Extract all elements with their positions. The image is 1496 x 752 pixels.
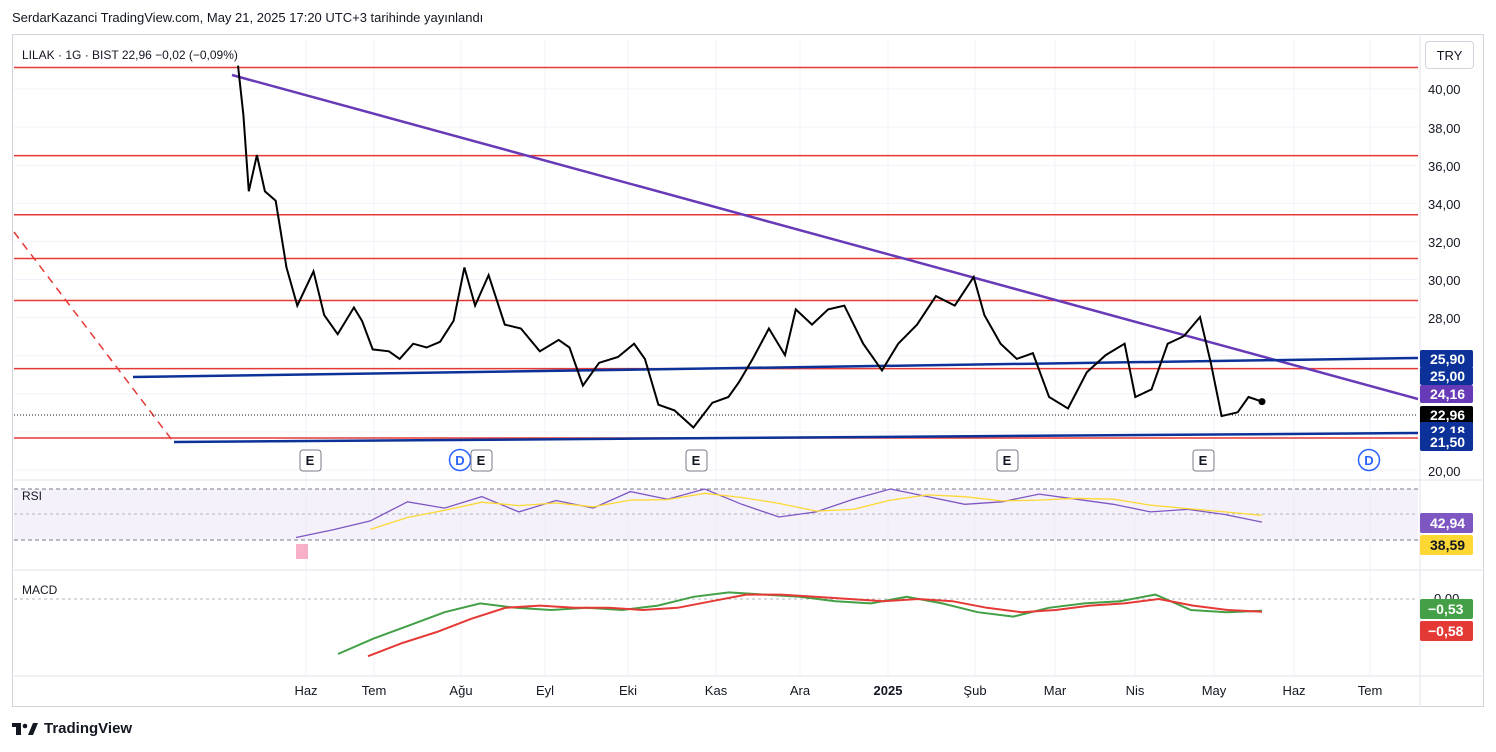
- price-tick-0: 40,00: [1428, 82, 1461, 97]
- time-tick-12: Haz: [1282, 683, 1305, 698]
- price-label-bg-3: [1420, 406, 1473, 424]
- macd-label-1: −0,58: [1428, 623, 1464, 639]
- time-tick-1: Tem: [362, 683, 387, 698]
- tradingview-logo-text: TradingView: [44, 720, 133, 737]
- price-label-bg-1: [1420, 367, 1473, 385]
- earnings-marker-2[interactable]: [470, 449, 493, 472]
- time-tick-13: Tem: [1358, 683, 1383, 698]
- time-tick-8: Şub: [963, 683, 986, 698]
- price-tick-2: 36,00: [1428, 159, 1461, 174]
- time-tick-5: Kas: [705, 683, 728, 698]
- price-label-1: 25,00: [1430, 368, 1465, 384]
- rsi-oversold-fill: [296, 544, 308, 559]
- price-label-0: 25,90: [1430, 351, 1465, 367]
- earnings-marker-3[interactable]: [685, 449, 708, 472]
- rsi-label-0: 42,94: [1430, 515, 1465, 531]
- last-price-dot: [1258, 398, 1266, 406]
- price-label-2: 24,16: [1430, 386, 1465, 402]
- marker-label-3: E: [692, 453, 701, 468]
- time-tick-4: Eki: [619, 683, 637, 698]
- macd-label-bg-0: [1420, 599, 1473, 619]
- rsi-label-bg-1: [1420, 535, 1473, 555]
- time-tick-0: Haz: [294, 683, 317, 698]
- marker-label-1: D: [455, 453, 464, 468]
- price-label-3: 22,96: [1430, 407, 1465, 423]
- earnings-marker-0[interactable]: [299, 449, 322, 472]
- price-label-bg-2: [1420, 385, 1473, 403]
- price-label-bg-5: [1420, 433, 1473, 451]
- time-tick-10: Nis: [1126, 683, 1145, 698]
- earnings-marker-4[interactable]: [996, 449, 1019, 472]
- time-tick-3: Eyl: [536, 683, 554, 698]
- dividend-marker-6[interactable]: [1357, 448, 1381, 472]
- upper-channel-line: [132, 356, 1419, 379]
- time-tick-6: Ara: [790, 683, 811, 698]
- rsi-line: [295, 488, 1263, 539]
- tradingview-logo[interactable]: TradingView: [12, 720, 132, 737]
- price-tick-3: 34,00: [1428, 197, 1461, 212]
- rsi-title: RSI: [22, 489, 42, 503]
- macd-title: MACD: [22, 583, 58, 597]
- chart-frame[interactable]: [12, 34, 1484, 707]
- time-tick-9: Mar: [1044, 683, 1067, 698]
- chart-header-title: SerdarKazanci TradingView.com, May 21, 2…: [12, 10, 484, 25]
- price-label-bg-0: [1420, 350, 1473, 368]
- chart-legend: LILAK · 1G · BIST 22,96 −0,02 (−0,09%): [22, 48, 238, 62]
- earnings-marker-5[interactable]: [1192, 449, 1215, 472]
- price-tick-1: 38,00: [1428, 121, 1461, 136]
- price-tick-4: 32,00: [1428, 235, 1461, 250]
- signal-line: [367, 593, 1263, 658]
- lower-channel-line: [173, 431, 1419, 444]
- marker-label-2: E: [477, 453, 486, 468]
- rsi-label-bg-0: [1420, 513, 1473, 533]
- time-tick-7: 2025: [874, 683, 903, 698]
- marker-label-0: E: [306, 453, 315, 468]
- price-line: [237, 65, 1263, 429]
- rsi-ma-line: [370, 492, 1263, 531]
- marker-label-6: D: [1364, 453, 1373, 468]
- macd-label-0: −0,53: [1428, 601, 1464, 617]
- price-label-5: 21,50: [1430, 434, 1465, 450]
- dashed-support-line: [13, 231, 173, 441]
- currency-button[interactable]: TRY: [1425, 41, 1474, 69]
- rsi-label-1: 38,59: [1430, 537, 1465, 553]
- time-tick-11: May: [1202, 683, 1227, 698]
- time-tick-2: Ağu: [449, 683, 472, 698]
- marker-label-4: E: [1003, 453, 1012, 468]
- tradingview-logo-icon: [12, 722, 38, 735]
- price-tick-7: 20,00: [1428, 464, 1461, 479]
- price-tick-5: 30,00: [1428, 273, 1461, 288]
- price-tick-6: 28,00: [1428, 311, 1461, 326]
- marker-label-5: E: [1199, 453, 1208, 468]
- macd-label-bg-1: [1420, 621, 1473, 641]
- falling-trendline: [231, 73, 1419, 401]
